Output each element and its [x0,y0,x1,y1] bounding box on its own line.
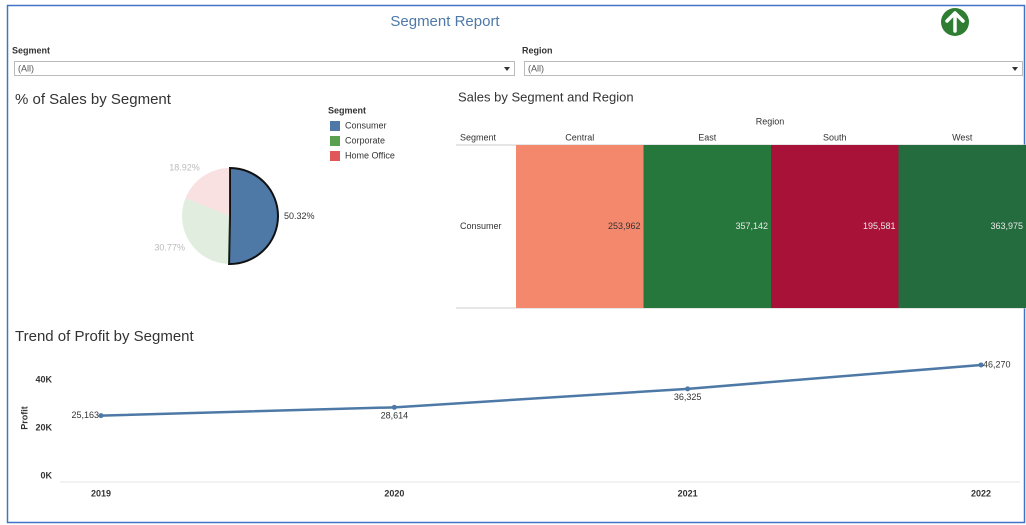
heat-cell [898,145,1026,308]
up-button[interactable] [941,8,969,36]
legend-swatch [330,151,340,161]
pie-slice [185,168,230,216]
profit-point [391,404,397,410]
row-header-title: Segment [460,132,497,142]
pie-slice [228,166,279,265]
x-tick-label: 2020 [384,488,404,498]
cell-label: 195,581 [863,221,896,231]
legend-swatch [330,136,340,146]
cell-label: 363,975 [990,221,1023,231]
chart-title: Trend of Profit by Segment [15,328,195,345]
dropdown-caret[interactable] [1012,67,1018,71]
point-label: 46,270 [983,359,1011,369]
cell-label: 253,962 [608,221,641,231]
heat-cell [771,145,899,308]
profit-point [98,413,104,419]
chart-title: Sales by Segment and Region [458,89,634,104]
legend-label: Home Office [345,150,395,160]
pie-label: 30.77% [154,242,185,252]
region-dropdown[interactable]: (All) [524,61,1023,76]
pie-label: 18.92% [169,162,200,172]
filter-label: Region [522,45,553,55]
x-tick-label: 2022 [971,488,991,498]
chart-title: % of Sales by Segment [15,91,172,108]
cell-label: 357,142 [735,221,768,231]
column-header: East [698,132,717,142]
profit-point [978,362,984,368]
column-header: West [952,132,973,142]
dropdown-value[interactable]: (All) [18,63,34,73]
legend-title: Segment [328,105,366,115]
column-header: Central [565,132,594,142]
up-arrow[interactable] [945,11,965,33]
dropdown-value[interactable]: (All) [528,63,544,73]
y-axis-label: Profit [19,406,29,430]
x-tick-label: 2021 [678,488,698,498]
pie-label: 50.32% [284,211,315,221]
row-header: Consumer [460,221,502,231]
filter-label: Segment [12,45,50,55]
dropdown-box[interactable] [524,61,1023,76]
pie-slice [181,198,230,264]
dropdown-box[interactable] [14,61,515,76]
column-header: South [823,132,847,142]
column-header-title: Region [756,116,785,126]
x-tick-label: 2019 [91,488,111,498]
heat-cell [516,145,644,308]
profit-point [685,386,691,392]
dropdown-caret[interactable] [504,67,510,71]
point-label: 28,614 [381,411,409,421]
legend-label: Consumer [345,120,387,130]
segment-dropdown[interactable]: (All) [14,61,515,76]
point-label: 36,325 [674,392,702,402]
legend-swatch [330,121,340,131]
dashboard-title: Segment Report [390,13,500,30]
legend-label: Corporate [345,135,385,145]
y-tick-label: 20K [35,422,52,432]
y-tick-label: 0K [40,470,52,480]
y-tick-label: 40K [35,374,52,384]
point-label: 25,163 [71,410,99,420]
heat-cell [643,145,771,308]
profit-line [100,363,982,417]
